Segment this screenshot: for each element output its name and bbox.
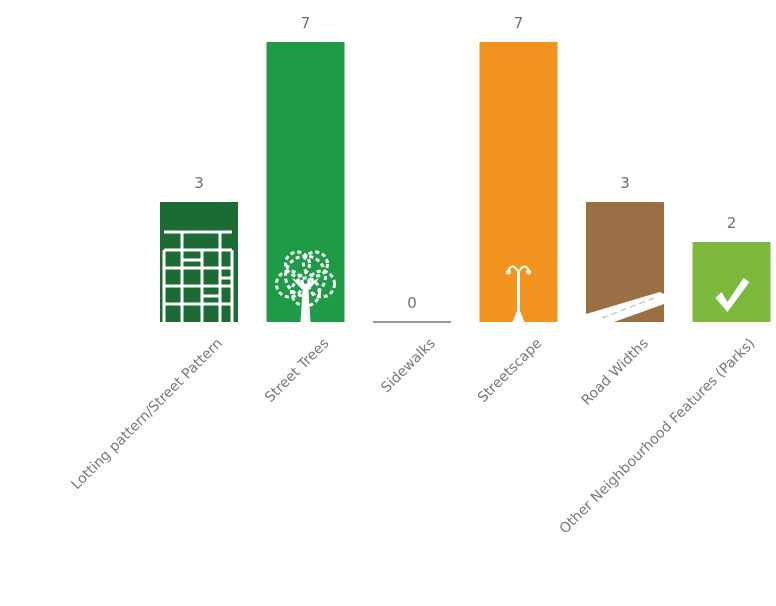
bars-group [160,42,771,323]
category-label-streetscape: Streetscape [475,336,545,406]
category-label-lotting-pattern-street-pattern: Lotting pattern/Street Pattern [68,336,225,493]
category-labels-group: Lotting pattern/Street Pattern Street Tre… [68,336,758,538]
category-label-sidewalks: Sidewalks [378,336,439,397]
category-label-other-neighbourhood-features-parks: Other Neighbourhood Features (Parks) [557,336,759,538]
value-label-lotting-pattern-street-pattern: 3 [194,174,204,192]
bar-sidewalks [373,321,451,323]
bar-lotting-pattern-street-pattern [160,202,238,322]
category-label-street-trees: Street Trees [262,336,332,406]
street-grid-icon [162,230,234,322]
category-label-road-widths: Road Widths [579,336,652,409]
tree-icon [275,250,336,322]
value-label-sidewalks: 0 [407,294,417,312]
value-label-other-neighbourhood-features-parks: 2 [727,214,737,232]
road-icon [586,292,664,322]
value-label-street-trees: 7 [301,14,311,32]
bar-icons-group [162,230,750,322]
bar-other-neighbourhood-features-parks [692,242,771,322]
value-label-road-widths: 3 [620,174,630,192]
street-lamp-icon [506,265,531,322]
value-labels-group: 3 7 0 7 3 2 [194,14,736,312]
value-label-streetscape: 7 [514,14,524,32]
checkmark-icon [715,278,750,312]
